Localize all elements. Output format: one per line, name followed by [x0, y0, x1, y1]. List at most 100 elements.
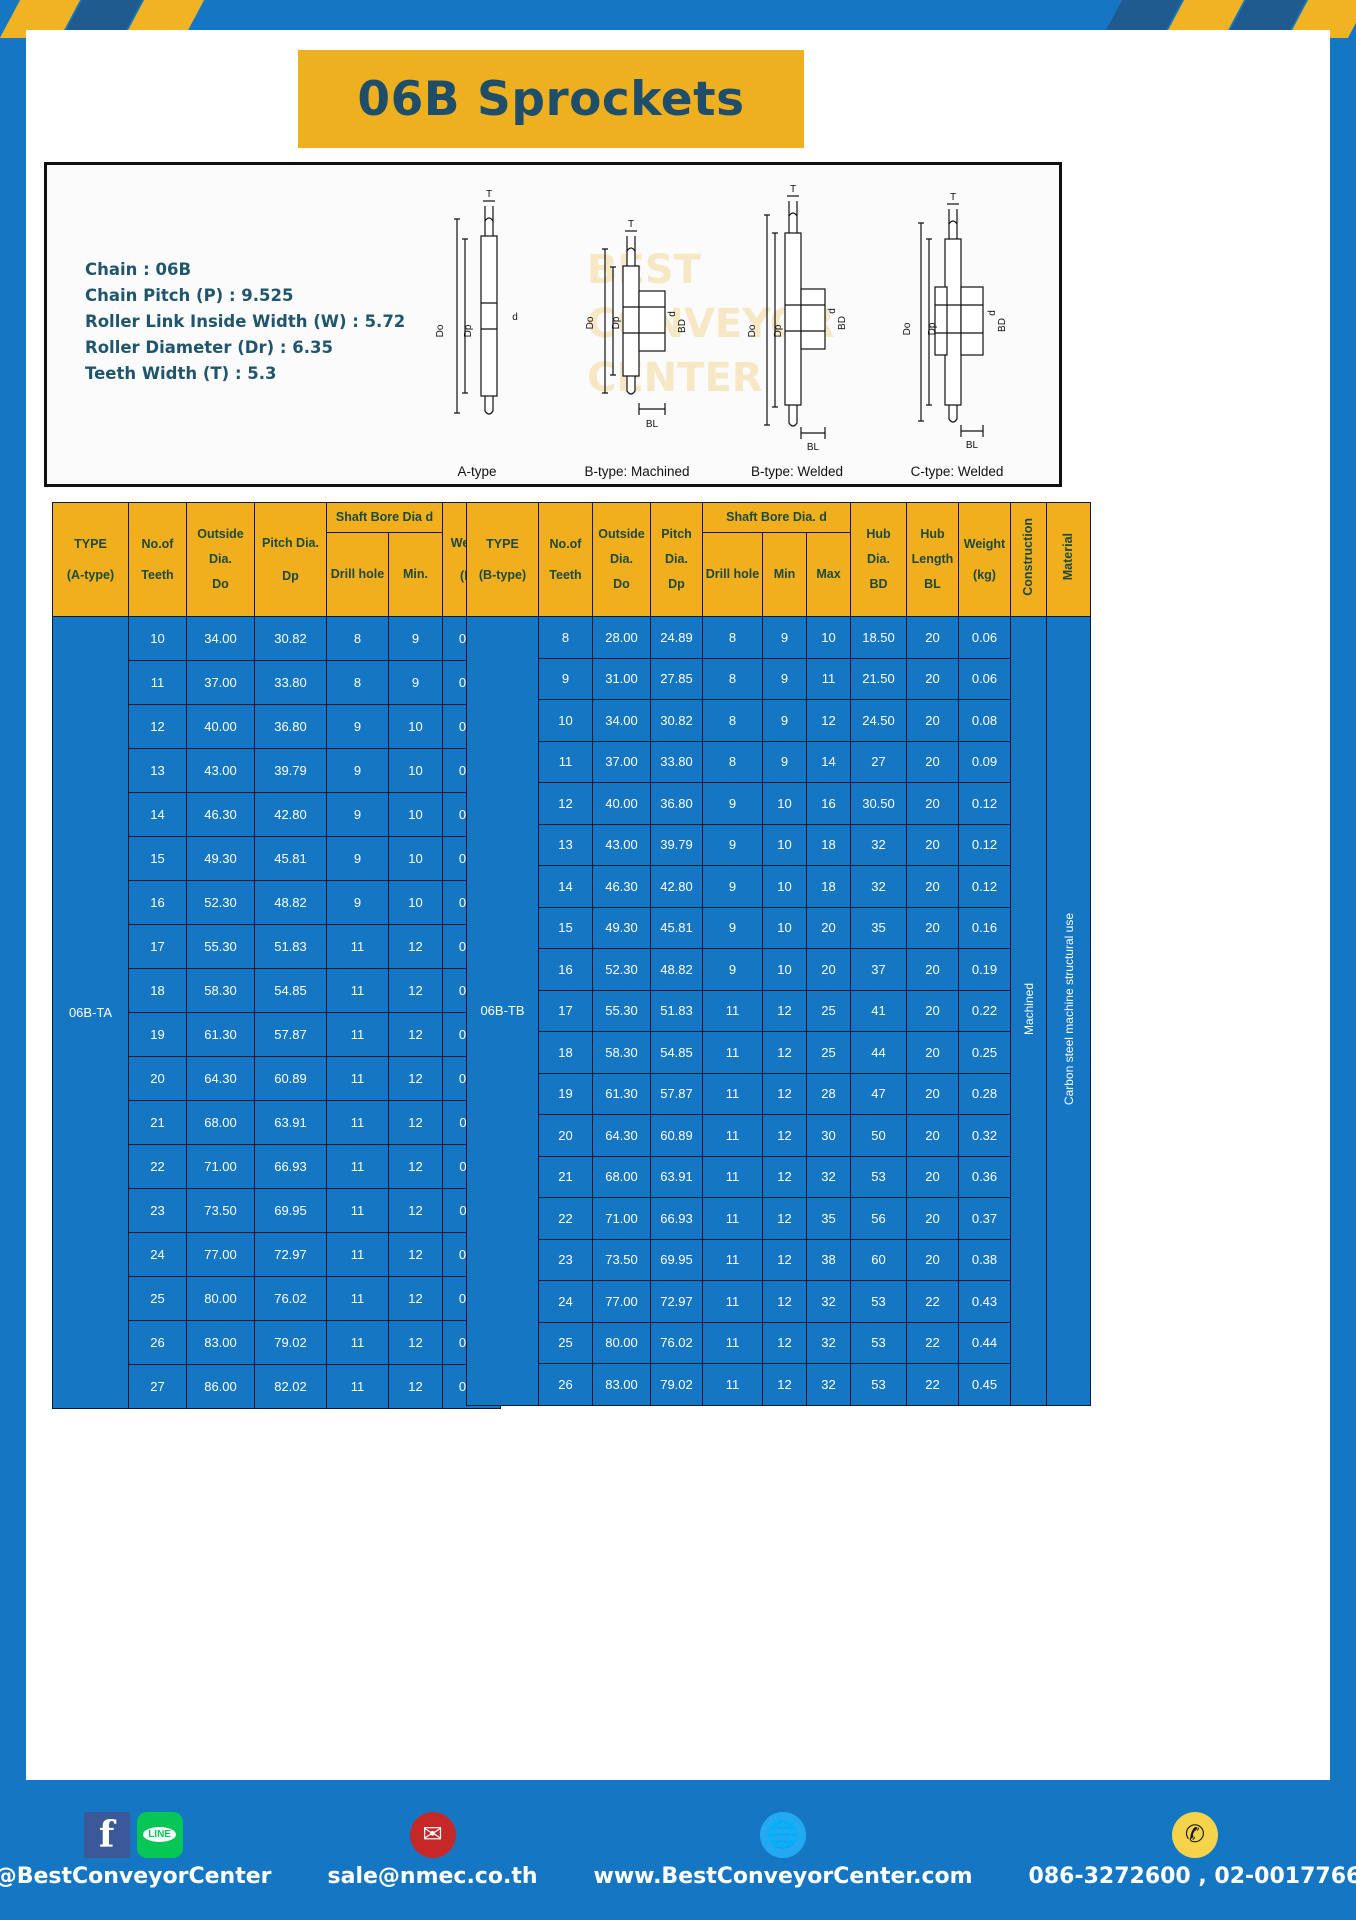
cell-b-min: 12: [762, 1114, 807, 1157]
cell-b-bd: 41: [850, 989, 907, 1032]
facebook-handle[interactable]: @BestConveyorCenter: [0, 1863, 272, 1889]
cell-b-dp: 39.79: [650, 823, 703, 866]
th-b-min: Min: [762, 532, 807, 617]
page-title: 06B Sprockets: [357, 71, 745, 127]
cell-b-drill: 11: [702, 1114, 763, 1157]
email-address[interactable]: sale@nmec.co.th: [327, 1863, 538, 1889]
table-row: 12 40.00 36.80 9 10 16 30.50 20 0.12: [467, 782, 1091, 825]
cell-a-drill: 9: [326, 792, 389, 837]
cell-b-dp: 30.82: [650, 699, 703, 742]
cell-b-bd: 37: [850, 948, 907, 991]
cell-b-min: 9: [762, 740, 807, 783]
phone-icon[interactable]: ✆: [1171, 1811, 1218, 1858]
cell-b-min: 12: [762, 1072, 807, 1115]
cell-b-max: 32: [806, 1280, 851, 1323]
website-url[interactable]: www.BestConveyorCenter.com: [593, 1863, 973, 1889]
cell-b-bl: 20: [906, 989, 959, 1032]
cell-b-bl: 20: [906, 782, 959, 825]
spec-chain: Chain : 06B: [85, 260, 192, 279]
cell-a-drill: 11: [326, 1056, 389, 1101]
cell-b-dp: 60.89: [650, 1114, 703, 1157]
cell-a-teeth: 25: [128, 1276, 187, 1321]
cell-b-do: 40.00: [592, 782, 651, 825]
diagram-caption-b-machined: B-type: Machined: [584, 464, 690, 479]
cell-b-drill: 8: [702, 699, 763, 742]
cell-a-min: 12: [388, 1364, 443, 1409]
cell-b-bl: 20: [906, 699, 959, 742]
cell-b-max: 25: [806, 989, 851, 1032]
cell-b-max: 32: [806, 1321, 851, 1364]
cell-b-weight: 0.25: [958, 1031, 1011, 1074]
cell-b-drill: 9: [702, 782, 763, 825]
line-icon[interactable]: LINE: [136, 1811, 183, 1858]
table-row: 9 31.00 27.85 8 9 11 21.50 20 0.06: [467, 657, 1091, 700]
th-a-pitch-dia: Pitch Dia. Dp: [254, 502, 327, 617]
cell-b-max: 28: [806, 1072, 851, 1115]
email-icon[interactable]: ✉: [409, 1811, 456, 1858]
cell-b-drill: 11: [702, 1363, 763, 1406]
cell-a-dp: 79.02: [254, 1320, 327, 1365]
cell-b-weight: 0.06: [958, 616, 1011, 659]
table-a-body: 06B-TA1034.0030.82890.021137.0033.80890.…: [52, 616, 501, 1409]
cell-a-do: 68.00: [186, 1100, 255, 1145]
cell-b-bl: 20: [906, 657, 959, 700]
cell-b-min: 12: [762, 1238, 807, 1281]
cell-b-max: 32: [806, 1155, 851, 1198]
svg-text:Do: Do: [902, 322, 913, 335]
cell-b-min: 12: [762, 1321, 807, 1364]
table-row: 18 58.30 54.85 11 12 25 44 20 0.25: [467, 1031, 1091, 1074]
th-b-max: Max: [806, 532, 851, 617]
cell-a-teeth: 22: [128, 1144, 187, 1189]
cell-a-do: 46.30: [186, 792, 255, 837]
cell-b-bl: 20: [906, 948, 959, 991]
cell-b-max: 11: [806, 657, 851, 700]
b-machined-drawing: Do Dp T d BD BL: [585, 219, 688, 430]
cell-a-drill: 11: [326, 1364, 389, 1409]
cell-a-do: 61.30: [186, 1012, 255, 1057]
cell-a-dp: 63.91: [254, 1100, 327, 1145]
phone-number[interactable]: 086-3272600 , 02-0017766: [1028, 1863, 1356, 1889]
cell-b-bl: 20: [906, 1238, 959, 1281]
footer-phone[interactable]: ✆ 086-3272600 , 02-0017766: [1015, 1811, 1356, 1889]
diagram-caption-a: A-type: [457, 464, 497, 479]
cell-b-material: Carbon steel machine structural use: [1046, 616, 1091, 1406]
globe-icon[interactable]: 🌐: [760, 1811, 807, 1858]
cell-b-teeth: 8: [538, 616, 593, 659]
footer-social[interactable]: f LINE @BestConveyorCenter: [0, 1811, 286, 1889]
footer-website[interactable]: 🌐 www.BestConveyorCenter.com: [580, 1811, 987, 1889]
table-b-type: TYPE (B-type) No.of Teeth Outside Dia. D…: [466, 502, 1091, 1406]
cell-b-weight: 0.32: [958, 1114, 1011, 1157]
svg-text:BL: BL: [966, 440, 979, 451]
cell-a-min: 12: [388, 1188, 443, 1233]
cell-a-drill: 11: [326, 1100, 389, 1145]
cell-a-do: 49.30: [186, 836, 255, 881]
svg-text:T: T: [486, 189, 492, 200]
cell-a-dp: 76.02: [254, 1276, 327, 1321]
cell-a-dp: 45.81: [254, 836, 327, 881]
th-b-bore-group: Shaft Bore Dia. d: [702, 502, 851, 533]
cell-a-min: 10: [388, 880, 443, 925]
cell-b-weight: 0.38: [958, 1238, 1011, 1281]
cell-a-min: 12: [388, 1232, 443, 1277]
cell-a-drill: 11: [326, 1188, 389, 1233]
th-b-teeth: No.of Teeth: [538, 502, 593, 617]
contact-footer: f LINE @BestConveyorCenter ✉ sale@nmec.c…: [0, 1780, 1356, 1920]
cell-b-min: 12: [762, 1363, 807, 1406]
cell-a-dp: 39.79: [254, 748, 327, 793]
cell-b-min: 9: [762, 657, 807, 700]
cell-b-bd: 32: [850, 823, 907, 866]
cell-b-max: 18: [806, 865, 851, 908]
cell-a-do: 37.00: [186, 660, 255, 705]
specification-list: Chain : 06B Chain Pitch (P) : 9.525 Roll…: [85, 257, 405, 387]
footer-email[interactable]: ✉ sale@nmec.co.th: [314, 1811, 552, 1889]
cell-a-drill: 9: [326, 748, 389, 793]
table-row: 20 64.30 60.89 11 12 30 50 20 0.32: [467, 1114, 1091, 1157]
cell-b-weight: 0.12: [958, 782, 1011, 825]
cell-b-drill: 8: [702, 740, 763, 783]
cell-a-do: 71.00: [186, 1144, 255, 1189]
facebook-icon[interactable]: f: [83, 1811, 130, 1858]
table-b-header-row-2: Drill hole Min Max: [467, 532, 1091, 617]
cell-b-drill: 11: [702, 1280, 763, 1323]
